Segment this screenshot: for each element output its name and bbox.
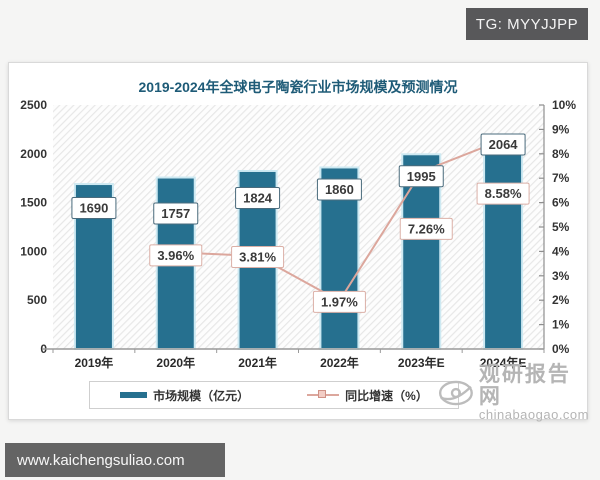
right-axis-tick-5: 5% [552,220,570,234]
chart-canvas: 050010001500200025000%1%2%3%4%5%6%7%8%9%… [20,98,576,370]
right-axis-tick-2: 2% [552,293,570,307]
legend-label-growth: 同比增速（%） [345,388,428,403]
right-axis-tick-7: 7% [552,171,570,185]
chart-title: 2019-2024年全球电子陶瓷行业市场规模及预测情况 [138,79,458,95]
bar-value-label-0-box [71,197,117,220]
right-axis-tick-4: 4% [552,244,570,258]
bar-value-label-5-box [480,133,526,156]
site-url-label: www.kaichengsuliao.com [17,451,185,469]
growth-label-4: 7.26% [408,221,445,236]
tg-tag-badge: TG: MYYJJPP [466,8,588,40]
x-tick-label-4: 2023年E [398,355,445,370]
bar-value-label-2-box [235,186,281,209]
growth-label-5-box [476,182,530,205]
right-axis-tick-8: 8% [552,147,570,161]
growth-label-4-box [399,217,453,240]
right-axis-tick-6: 6% [552,196,570,210]
right-axis-tick-1: 1% [552,318,570,332]
x-tick-label-3: 2022年 [320,355,359,370]
growth-label-3-box [312,290,366,313]
bar-value-label-4-box [398,165,444,188]
bar-5 [483,146,524,350]
legend-label-market-size: 市场规模（亿元） [153,388,250,403]
x-tick-label-1: 2020年 [156,355,195,370]
bar-value-label-2: 1824 [243,190,273,205]
plot-background [53,105,544,349]
bar-value-label-1-box [153,202,199,225]
x-tick-label-5: 2024年E [480,355,527,370]
site-url-bar: www.kaichengsuliao.com [5,443,225,477]
tg-tag-label: TG: MYYJJPP [475,15,579,33]
x-tick-label-2: 2021年 [238,355,277,370]
bar-value-label-0: 1690 [79,201,108,216]
growth-label-5: 8.58% [485,186,522,201]
bar-value-label-4: 1995 [407,169,436,184]
right-axis-tick-9: 9% [552,122,570,136]
left-axis-tick-3: 1500 [20,196,47,210]
growth-label-1: 3.96% [157,248,194,263]
bar-value-label-3: 1860 [325,182,354,197]
left-axis-tick-5: 2500 [20,98,47,112]
bar-series-swatch-icon [120,392,148,398]
legend: 市场规模（亿元） 同比增速（%） [89,381,459,409]
x-tick-label-0: 2019年 [75,355,114,370]
growth-label-1-box [149,244,203,267]
growth-label-2-box [231,246,285,269]
chart-card: 2019-2024年全球电子陶瓷行业市场规模及预测情况 0 500 1000 1500… [8,62,588,421]
growth-label-3: 1.97% [321,294,358,309]
legend-item-growth: 同比增速（%） [307,387,428,404]
left-axis-tick-2: 1000 [20,244,47,258]
right-axis-tick-10: 10% [552,98,576,112]
bar-value-label-5: 2064 [489,137,519,152]
growth-label-2: 3.81% [239,250,276,265]
line-series-marker-icon [307,390,340,398]
right-axis-tick-0: 0% [552,342,570,356]
legend-item-market-size: 市场规模（亿元） [120,387,249,404]
bar-value-label-3-box [316,178,362,201]
left-axis-tick-1: 500 [27,293,47,307]
right-axis-tick-3: 3% [552,269,570,283]
bar-value-label-1: 1757 [161,206,190,221]
left-axis-tick-4: 2000 [20,147,47,161]
